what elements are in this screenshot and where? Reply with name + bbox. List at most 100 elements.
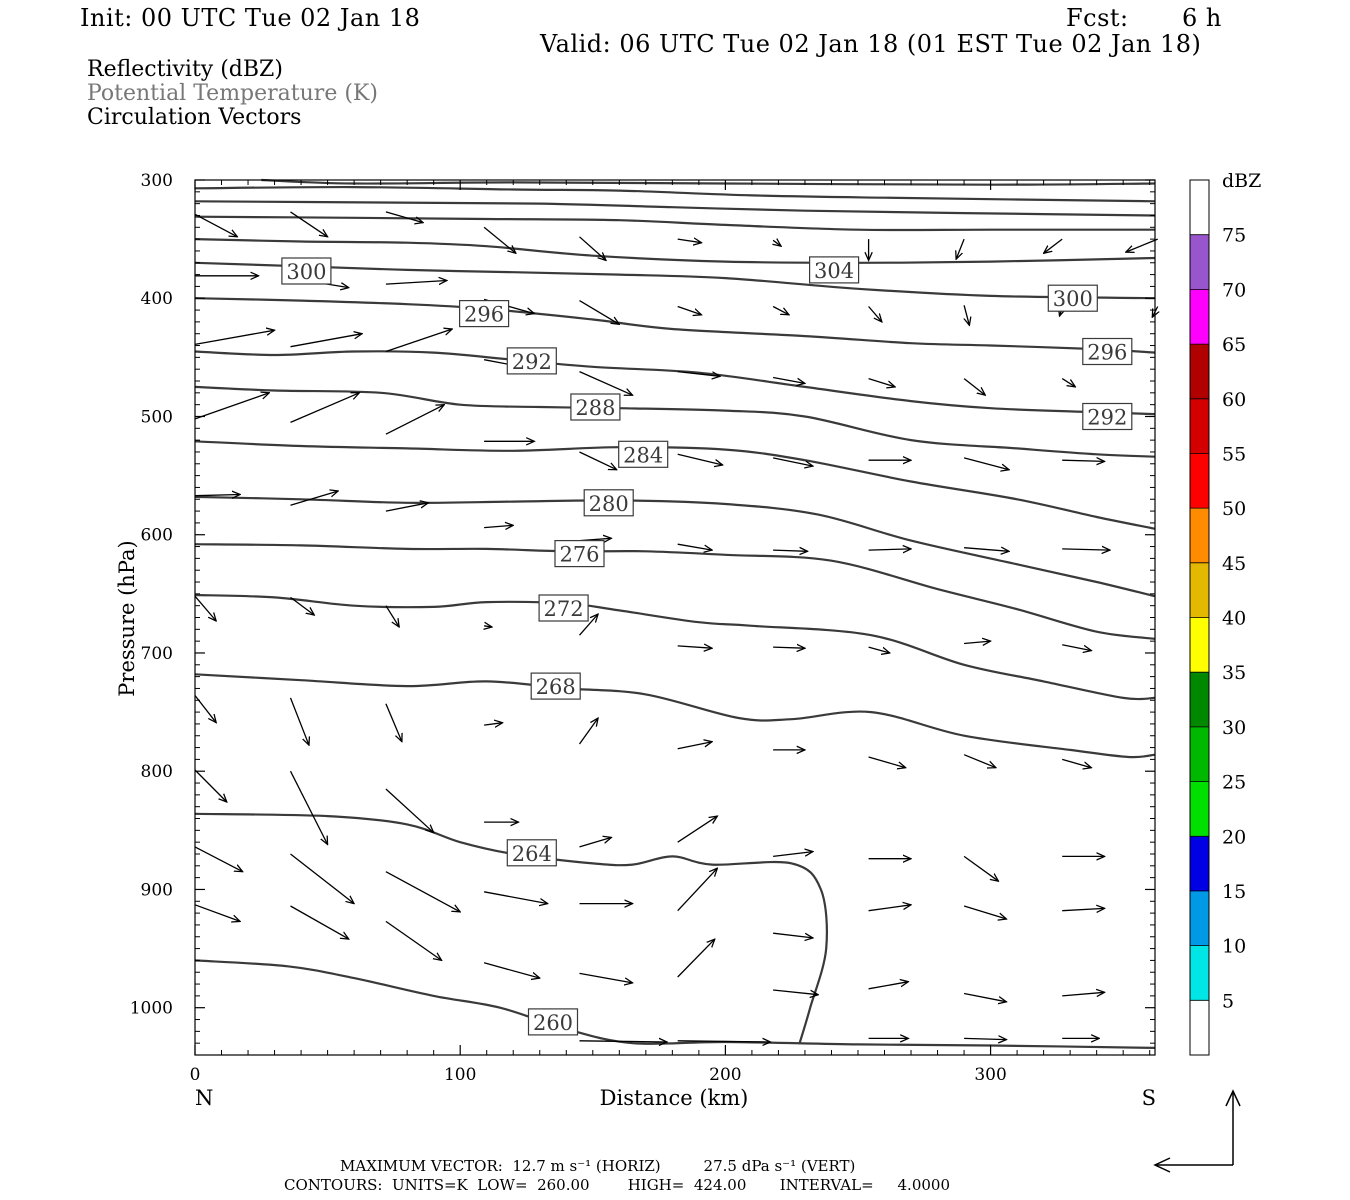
circulation-vector <box>964 641 991 643</box>
contour-label-272-box <box>538 594 589 622</box>
colorbar-swatch <box>1190 890 1209 946</box>
circulation-vector <box>579 614 599 636</box>
colorbar-swatch <box>1190 453 1209 509</box>
contour-label-268: 268 <box>536 675 576 699</box>
circulation-vector <box>963 378 985 396</box>
circulation-vector <box>578 718 599 745</box>
contour-304 <box>194 238 1156 264</box>
contour-label-292-right: 292 <box>1087 406 1127 430</box>
contour-label-296-box <box>459 300 510 328</box>
circulation-vector <box>385 211 423 223</box>
circulation-vector <box>484 525 513 527</box>
circulation-vector <box>290 211 328 237</box>
circulation-vector <box>385 920 442 960</box>
circulation-vector <box>868 306 882 322</box>
circulation-vector <box>772 305 789 315</box>
field-label-circulation-vectors: Circulation Vectors <box>87 105 302 130</box>
circulation-vector <box>1062 460 1104 461</box>
circulation-vector <box>956 238 965 259</box>
circulation-vector <box>1061 378 1075 387</box>
circulation-vector <box>194 769 227 802</box>
y-tick-label: 600 <box>141 526 173 546</box>
circulation-vector <box>483 226 516 253</box>
maximum-vector-note: MAXIMUM VECTOR: 12.7 m s⁻¹ (HORIZ) 27.5 … <box>340 1157 856 1175</box>
contour-label-292: 292 <box>512 350 552 374</box>
circulation-vector <box>773 550 808 551</box>
contour-label-304-box <box>808 256 860 284</box>
circulation-vector <box>677 646 712 648</box>
contour-line-14 <box>194 185 1156 203</box>
contour-288 <box>194 385 1156 458</box>
contour-284 <box>194 440 1156 530</box>
contour-label-276-box <box>554 539 605 568</box>
colorbar-level-label: 5 <box>1222 990 1234 1012</box>
contour-296 <box>194 297 1156 354</box>
colorbar-swatch <box>1190 234 1209 290</box>
circulation-vector <box>963 992 1006 1002</box>
contour-label-304: 304 <box>814 259 854 283</box>
colorbar-swatch <box>1190 726 1209 782</box>
colorbar-level-label: 25 <box>1222 772 1246 794</box>
circulation-vector <box>289 697 310 745</box>
forecast-hour: 6 h <box>1182 4 1222 32</box>
colorbar-swatch <box>1190 781 1209 837</box>
forecast-label: Fcst: <box>1066 4 1129 32</box>
colorbar-swatch <box>1190 289 1209 345</box>
circulation-vector <box>194 695 216 723</box>
contour-label-284: 284 <box>623 443 663 467</box>
circulation-vector <box>290 596 315 615</box>
circulation-vector <box>385 788 434 833</box>
circulation-vector <box>385 871 460 912</box>
circulation-vector <box>194 330 275 346</box>
y-axis-label: Pressure (hPa) <box>115 540 139 696</box>
circulation-vector <box>1062 992 1104 996</box>
contour-label-296: 296 <box>464 303 504 327</box>
circulation-vector <box>1062 549 1110 550</box>
contour-label-260: 260 <box>533 1011 573 1035</box>
circulation-vector <box>964 305 969 325</box>
contours-note: CONTOURS: UNITS=K LOW= 260.00 HIGH= 424.… <box>284 1176 950 1194</box>
circulation-vector <box>964 548 1009 552</box>
colorbar-level-label: 60 <box>1222 389 1246 411</box>
circulation-vector <box>677 742 712 750</box>
contour-272 <box>194 593 1156 701</box>
colorbar-swatch <box>1190 836 1209 892</box>
circulation-vector <box>579 1041 668 1042</box>
circulation-vector <box>677 543 712 550</box>
circulation-vector <box>385 503 429 512</box>
circulation-vector <box>677 453 723 465</box>
colorbar-swatch <box>1190 617 1209 673</box>
colorbar-swatch <box>1190 508 1209 564</box>
colorbar-title: dBZ <box>1222 170 1261 192</box>
circulation-vector <box>1062 758 1091 767</box>
circulation-vector <box>290 853 355 904</box>
circulation-vector <box>677 1041 771 1042</box>
circulation-vector <box>194 595 216 621</box>
circulation-vector <box>773 932 813 938</box>
colorbar-level-label: 35 <box>1222 662 1246 684</box>
contour-label-296-right: 296 <box>1087 341 1127 365</box>
contour-label-292-box <box>506 347 557 375</box>
colorbar-level-label: 15 <box>1222 881 1246 903</box>
circulation-vector <box>677 239 702 243</box>
circulation-vector <box>868 377 896 387</box>
contour-label-264-box <box>506 839 557 867</box>
colorbar-level-label: 55 <box>1222 443 1246 465</box>
colorbar-level-label: 30 <box>1222 717 1246 739</box>
circulation-vector <box>963 457 1009 470</box>
circulation-vector <box>677 305 702 315</box>
contour-label-280-box <box>583 489 634 517</box>
colorbar-level-label: 45 <box>1222 553 1246 575</box>
contour-label-300-right-box <box>1047 284 1098 312</box>
circulation-vector <box>483 891 548 904</box>
circulation-vector <box>773 989 818 995</box>
circulation-vector <box>773 647 805 648</box>
reference-vector-arrows <box>1153 1089 1241 1173</box>
contour-line-12 <box>194 215 1155 232</box>
colorbar-swatch <box>1190 562 1209 618</box>
circulation-vector <box>579 236 607 261</box>
circulation-vector <box>484 626 492 627</box>
circulation-vector <box>868 646 890 653</box>
south-end-label: S <box>1142 1086 1156 1110</box>
